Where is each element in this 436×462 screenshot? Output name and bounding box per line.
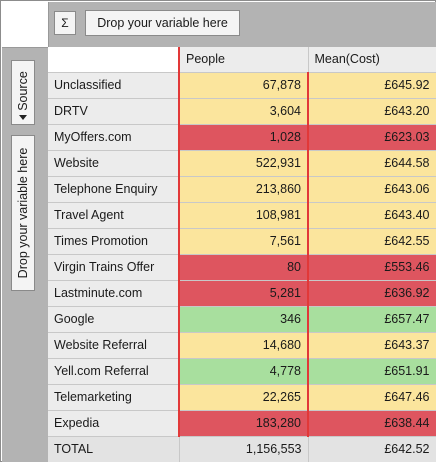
people-cell: 213,860 xyxy=(178,176,309,203)
table-row[interactable]: Telephone Enquiry 213,860 £643.06 xyxy=(48,176,436,203)
row-label[interactable]: Website Referral xyxy=(48,332,180,359)
table-row[interactable]: DRTV 3,604 £643.20 xyxy=(48,98,436,125)
table-row[interactable]: Travel Agent 108,981 £643.40 xyxy=(48,202,436,229)
row-label[interactable]: Virgin Trains Offer xyxy=(48,254,180,281)
row-label[interactable]: Unclassified xyxy=(48,72,180,99)
mean-cost-cell: £643.40 xyxy=(307,202,436,229)
row-label[interactable]: Travel Agent xyxy=(48,202,180,229)
mean-cost-cell: £643.37 xyxy=(307,332,436,359)
row-label[interactable]: Telephone Enquiry xyxy=(48,176,180,203)
mean-cost-cell: £647.46 xyxy=(307,384,436,411)
drop-row-label: Drop your variable here xyxy=(16,147,30,279)
mean-cost-cell: £643.20 xyxy=(307,98,436,125)
total-row: TOTAL 1,156,553 £642.52 xyxy=(48,436,436,462)
people-cell: 14,680 xyxy=(178,332,309,359)
table-row[interactable]: Yell.com Referral 4,778 £651.91 xyxy=(48,358,436,385)
row-label[interactable]: Times Promotion xyxy=(48,228,180,255)
column-header-mean-cost[interactable]: Mean(Cost) xyxy=(308,47,436,73)
total-label: TOTAL xyxy=(48,436,180,462)
table-row[interactable]: MyOffers.com 1,028 £623.03 xyxy=(48,124,436,151)
row-label[interactable]: DRTV xyxy=(48,98,180,125)
row-label[interactable]: Telemarketing xyxy=(48,384,180,411)
people-cell: 3,604 xyxy=(178,98,309,125)
table-row[interactable]: Telemarketing 22,265 £647.46 xyxy=(48,384,436,411)
row-label[interactable]: Lastminute.com xyxy=(48,280,180,307)
people-cell: 7,561 xyxy=(178,228,309,255)
people-cell: 4,778 xyxy=(178,358,309,385)
source-dropdown-button[interactable]: Source xyxy=(11,60,35,125)
sigma-button[interactable]: Σ xyxy=(54,11,76,35)
people-cell: 108,981 xyxy=(178,202,309,229)
table-row[interactable]: Times Promotion 7,561 £642.55 xyxy=(48,228,436,255)
column-header-people[interactable]: People xyxy=(178,47,309,73)
mean-cost-cell: £657.47 xyxy=(307,306,436,333)
mean-cost-cell: £623.03 xyxy=(307,124,436,151)
table-row[interactable]: Website 522,931 £644.58 xyxy=(48,150,436,177)
mean-cost-cell: £636.92 xyxy=(307,280,436,307)
row-drop-zone[interactable]: Source Drop your variable here xyxy=(2,47,48,462)
chevron-down-icon xyxy=(19,115,27,120)
row-label[interactable]: MyOffers.com xyxy=(48,124,180,151)
people-cell: 1,028 xyxy=(178,124,309,151)
mean-cost-cell: £638.44 xyxy=(307,410,436,437)
table-row[interactable]: Unclassified 67,878 £645.92 xyxy=(48,72,436,99)
drop-column-variable-button[interactable]: Drop your variable here xyxy=(85,10,240,36)
mean-cost-cell: £644.58 xyxy=(307,150,436,177)
mean-cost-cell: £643.06 xyxy=(307,176,436,203)
table-row[interactable]: Website Referral 14,680 £643.37 xyxy=(48,332,436,359)
mean-cost-cell: £651.91 xyxy=(307,358,436,385)
people-cell: 67,878 xyxy=(178,72,309,99)
table-row[interactable]: Lastminute.com 5,281 £636.92 xyxy=(48,280,436,307)
table-row[interactable]: Expedia 183,280 £638.44 xyxy=(48,410,436,437)
row-label[interactable]: Yell.com Referral xyxy=(48,358,180,385)
column-drop-zone[interactable]: Σ Drop your variable here xyxy=(48,2,436,47)
row-label[interactable]: Google xyxy=(48,306,180,333)
people-cell: 183,280 xyxy=(178,410,309,437)
table-row[interactable]: Google 346 £657.47 xyxy=(48,306,436,333)
mean-cost-cell: £645.92 xyxy=(307,72,436,99)
results-table: People Mean(Cost) Unclassified 67,878 £645… xyxy=(48,47,436,462)
total-mean-cost-cell: £642.52 xyxy=(308,436,436,462)
row-label[interactable]: Website xyxy=(48,150,180,177)
people-cell: 5,281 xyxy=(178,280,309,307)
header-corner-cell xyxy=(48,47,180,73)
corner-blank xyxy=(2,2,48,47)
mean-cost-cell: £642.55 xyxy=(307,228,436,255)
drop-row-variable-button[interactable]: Drop your variable here xyxy=(11,135,35,291)
row-label[interactable]: Expedia xyxy=(48,410,180,437)
people-cell: 80 xyxy=(178,254,309,281)
mean-cost-cell: £553.46 xyxy=(307,254,436,281)
total-people-cell: 1,156,553 xyxy=(179,436,309,462)
people-cell: 346 xyxy=(178,306,309,333)
source-label: Source xyxy=(16,71,30,111)
people-cell: 22,265 xyxy=(178,384,309,411)
header-row: People Mean(Cost) xyxy=(48,47,436,73)
people-cell: 522,931 xyxy=(178,150,309,177)
table-row[interactable]: Virgin Trains Offer 80 £553.46 xyxy=(48,254,436,281)
